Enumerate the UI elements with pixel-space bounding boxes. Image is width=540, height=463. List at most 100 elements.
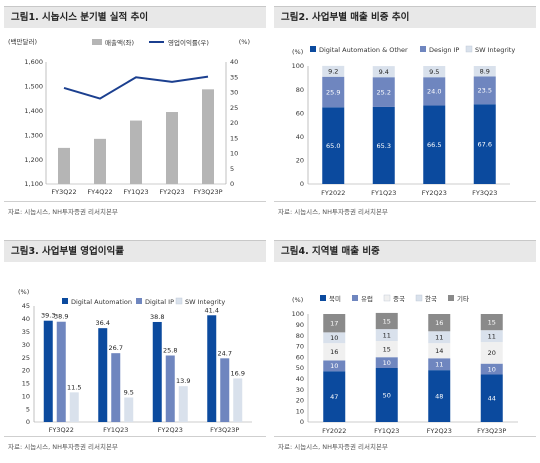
chart2-data-label: 8.9 [480,68,490,76]
chart4-data-label: 48 [435,392,443,400]
chart4-data-label: 44 [488,395,496,403]
chart2-data-label: 67.6 [478,140,492,148]
chart4-source-divider [274,436,536,437]
chart1-ylabel-right: (%) [239,38,250,46]
chart2-ytick: 80 [296,86,304,94]
chart3-legend-swatch [136,298,142,304]
chart2-ytick: 100 [292,62,304,70]
chart3-data-label: 39.3 [41,312,55,320]
chart2-legend-swatch [465,45,473,53]
chart4-source: 자료: 시놉시스, NH투자증권 리서치본부 [278,443,388,451]
chart4-bar-segment [323,360,346,372]
chart1-legend-revenue: 매출액(좌) [105,38,134,47]
chart2-data-label: 65.0 [326,142,340,150]
chart2-xtick: FY3Q23 [472,189,497,197]
chart4-data-label: 11 [488,332,496,340]
chart2-bar-segment [423,77,446,106]
chart3-xtick: FY1Q23 [103,426,128,434]
chart4-legend-label: 한국 [425,295,437,303]
chart1-ytick-left: 1,600 [24,58,43,66]
chart3-ytick: 0 [26,418,30,426]
chart3-bar [56,321,66,422]
chart4-bar-segment [375,357,398,368]
chart4-data-label: 20 [488,349,496,357]
chart4-legend-label: 유럽 [361,294,373,303]
chart1-bar [58,147,70,184]
chart3-ytick: 15 [22,380,30,388]
chart4-legend-swatch [320,295,326,301]
chart4-bar-segment [323,332,346,344]
chart1-ytick-right: 0 [230,180,234,188]
chart4-bar-segment [428,331,451,344]
chart3-legend-swatch [62,298,68,304]
chart4-ytick: 10 [296,407,304,415]
chart4-data-label: 15 [383,345,391,353]
chart4-data-label: 10 [383,359,391,367]
chart2-bar-segment [423,105,446,184]
chart3-bar [69,392,79,422]
chart4-xtick: FY2022 [322,427,346,434]
chart4-bar-segment [480,342,503,364]
chart3-ytick: 20 [22,367,30,375]
chart3-xtick: FY3Q23P [210,426,239,434]
chart4-ytick: 50 [296,364,304,372]
chart4-legend-swatch [415,294,423,302]
chart2-xtick: FY1Q23 [371,189,396,197]
chart3-bar [124,397,134,422]
chart2-plot: Digital Automation & Other Design IP SW In… [292,45,515,197]
chart4-ylabel: (%) [292,296,303,304]
chart3-ylabel: (%) [18,288,29,296]
chart2-xtick: FY2Q23 [422,189,447,197]
chart2-data-label: 25.2 [377,88,391,96]
chart4-bar-segment [428,314,451,332]
chart3-data-label: 26.7 [109,344,123,352]
chart3-bar [98,328,108,422]
chart4-xtick: FY3Q23P [477,427,506,434]
chart1-xtick: FY3Q22 [51,188,76,196]
chart4-data-label: 10 [330,334,338,342]
chart2-bar-segment [473,104,496,184]
chart3-xtick: FY3Q22 [49,426,74,434]
chart3-data-label: 16.9 [231,369,245,377]
chart3-data-label: 41.4 [205,306,219,314]
chart4-data-label: 15 [488,318,496,326]
chart2-ytick: 20 [296,157,304,165]
chart2-bar-segment [423,66,446,78]
chart3-data-label: 13.9 [176,377,190,385]
chart3-bar [207,315,217,422]
chart3-legend-label: Digital Automation [71,298,132,306]
chart3-panel: 그림3. 사업부별 영업이익률 (%) 0 5 10 15 20 25 30 35 40 45 Dig… [4,240,266,434]
chart4-data-label: 50 [383,391,391,399]
chart2-ylabel: (%) [292,48,303,56]
chart4-data-label: 11 [383,331,391,339]
chart1-xtick: FY4Q22 [87,188,112,196]
chart1-ytick-right: 30 [230,89,238,97]
chart4-panel: 그림4. 지역별 매출 비중 북미 유럽 중국 한국 기타 (%) 0 10 20 30 40 50 6… [274,240,536,434]
chart4-bar-segment [323,314,346,333]
chart4-bar-segment [428,370,451,422]
chart1-bar [130,120,142,184]
chart4-bar-segment [480,314,503,331]
chart4-data-label: 16 [330,348,338,356]
chart1-ytick-right: 15 [230,134,238,142]
chart4-legend-label: 기타 [457,294,469,303]
chart3-xtick: FY2Q23 [158,426,183,434]
chart1-ytick-left: 1,300 [24,131,43,139]
chart1-ytick-left: 1,200 [24,156,43,164]
chart4-ytick: 0 [300,418,304,426]
chart3-ytick: 30 [22,341,30,349]
chart3-bar [111,353,121,422]
chart4-bar-segment [323,343,346,361]
chart1-title: 그림1. 시놉시스 분기별 실적 추이 [4,6,266,28]
chart4-bar-segment [428,358,451,371]
chart2-legend-swatch [310,46,316,52]
chart2-data-label: 65.3 [377,142,391,150]
chart3-ytick: 45 [22,302,30,310]
chart2-bar-segment [473,66,496,77]
chart3-ytick: 25 [22,354,30,362]
chart4-bar-segment [428,343,451,359]
chart4-xtick: FY1Q23 [374,427,399,434]
chart3-legend-swatch [175,297,183,305]
chart2-legend-label: SW Integrity [475,46,515,54]
chart2-title: 그림2. 사업부별 매출 비중 추이 [274,6,536,28]
